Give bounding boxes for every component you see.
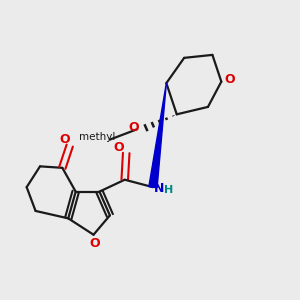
- Text: O: O: [224, 73, 235, 86]
- Text: O: O: [90, 236, 100, 250]
- Polygon shape: [149, 83, 166, 188]
- Text: O: O: [128, 121, 139, 134]
- Text: O: O: [59, 133, 70, 146]
- Text: N: N: [154, 182, 165, 195]
- Text: methyl: methyl: [79, 132, 116, 142]
- Text: H: H: [164, 185, 173, 195]
- Text: O: O: [113, 140, 124, 154]
